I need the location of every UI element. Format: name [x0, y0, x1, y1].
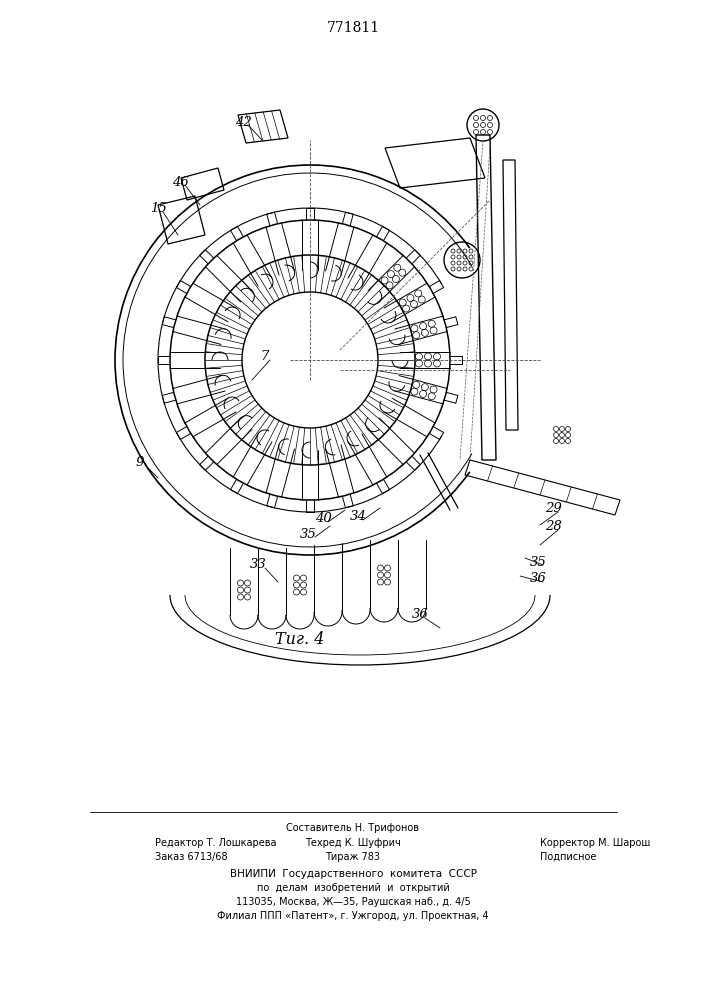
Text: 15: 15 — [150, 202, 166, 216]
Text: 36: 36 — [530, 572, 547, 585]
Text: 36: 36 — [411, 608, 428, 621]
Text: 7: 7 — [261, 351, 269, 363]
Text: 771811: 771811 — [327, 21, 380, 35]
Text: Корректор М. Шарош: Корректор М. Шарош — [540, 838, 650, 848]
Text: 40: 40 — [315, 512, 332, 526]
Text: 35: 35 — [530, 556, 547, 568]
Text: 35: 35 — [300, 528, 316, 540]
Text: Составитель Н. Трифонов: Составитель Н. Трифонов — [286, 823, 419, 833]
Text: Подписное: Подписное — [540, 852, 597, 862]
Text: 34: 34 — [350, 510, 366, 524]
Text: 29: 29 — [544, 502, 561, 516]
Text: 9: 9 — [136, 456, 144, 468]
Text: Тираж 783: Тираж 783 — [325, 852, 380, 862]
Text: 28: 28 — [544, 520, 561, 534]
Text: Заказ 6713/68: Заказ 6713/68 — [155, 852, 228, 862]
Text: по  делам  изобретений  и  открытий: по делам изобретений и открытий — [257, 883, 450, 893]
Text: 113035, Москва, Ж—35, Раушская наб., д. 4/5: 113035, Москва, Ж—35, Раушская наб., д. … — [235, 897, 470, 907]
Text: Филиал ППП «Патент», г. Ужгород, ул. Проектная, 4: Филиал ППП «Патент», г. Ужгород, ул. Про… — [217, 911, 489, 921]
Text: 46: 46 — [172, 176, 188, 188]
Text: Техред К. Шуфрич: Техред К. Шуфрич — [305, 838, 401, 848]
Text: Τиг. 4: Τиг. 4 — [275, 632, 325, 648]
Text: 42: 42 — [235, 115, 252, 128]
Text: 33: 33 — [250, 558, 267, 572]
Text: ВНИИПИ  Государственного  комитета  СССР: ВНИИПИ Государственного комитета СССР — [230, 869, 477, 879]
Text: Редактор Т. Лошкарева: Редактор Т. Лошкарева — [155, 838, 276, 848]
